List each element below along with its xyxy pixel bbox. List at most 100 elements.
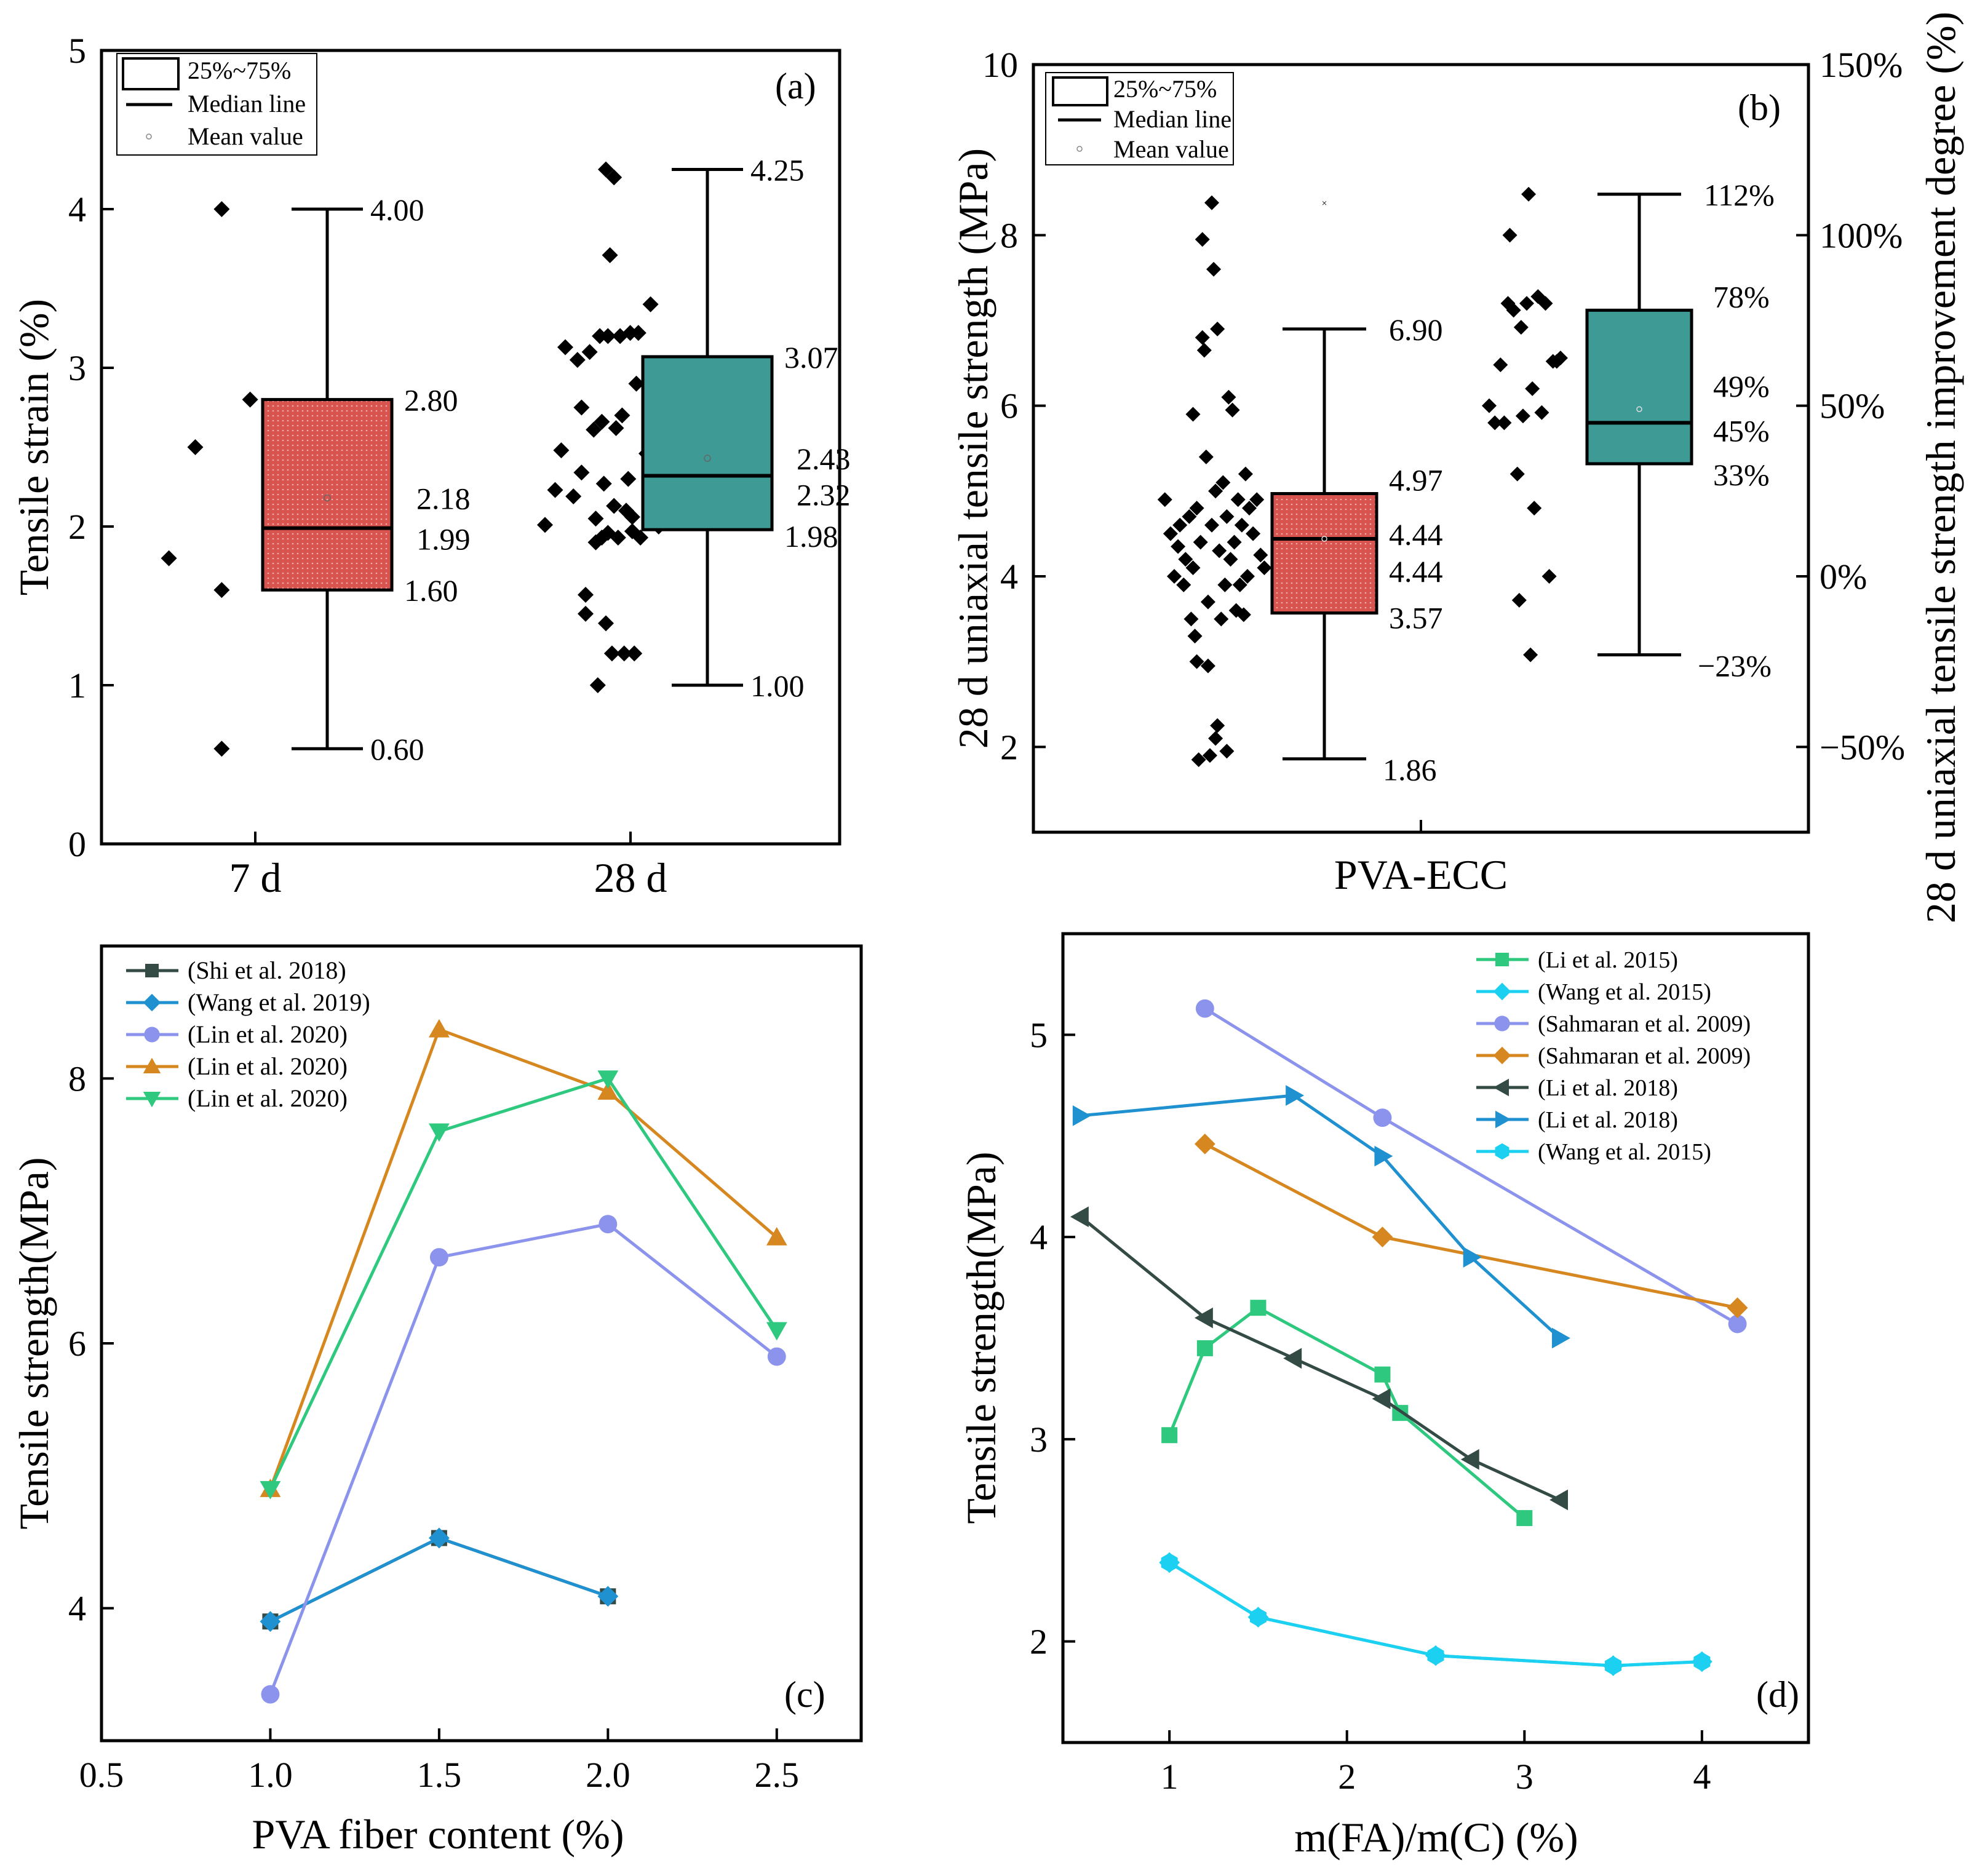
data-point-b <box>1185 407 1201 422</box>
data-point-b <box>1182 509 1197 524</box>
series-point-c <box>767 1347 786 1366</box>
data-point-b <box>1493 357 1508 373</box>
value-label-a: 4.00 <box>370 193 424 227</box>
series-point-c <box>597 1070 619 1089</box>
xtick-label-d: 4 <box>1693 1757 1711 1797</box>
series-point-d <box>1286 1085 1305 1106</box>
data-point-a <box>642 296 659 312</box>
data-point-a <box>630 325 646 341</box>
data-point-a <box>626 645 643 662</box>
data-point-b <box>1502 228 1518 243</box>
data-point-b <box>1212 543 1227 558</box>
value-label-a: 2.80 <box>404 383 458 418</box>
b-ticks: 2 4 6 8 10 −50% 0% 50% 100% 150% <box>982 45 1905 832</box>
data-point-a <box>587 511 604 527</box>
data-point-b <box>1513 320 1529 335</box>
data-point-b <box>1178 552 1193 567</box>
series-point-d <box>1372 1388 1391 1410</box>
value-label-b: 4.44 <box>1389 554 1443 589</box>
data-point-b <box>1204 195 1219 210</box>
series-point-c <box>597 1586 619 1607</box>
series-point-c <box>260 1611 281 1632</box>
box-a <box>641 355 774 531</box>
ytick-label-b: 8 <box>1000 215 1018 255</box>
legend-label-d: (Li et al. 2018) <box>1538 1075 1678 1101</box>
legend-label-c: (Wang et al. 2019) <box>188 988 370 1016</box>
series-point-d <box>1463 1247 1482 1268</box>
data-point-b <box>1204 517 1219 533</box>
y2tick-label-b: 100% <box>1820 215 1903 255</box>
value-label-a: 2.18 <box>416 482 471 516</box>
series-line-c <box>269 1027 778 1490</box>
legend-box-label-b: 25%~75% <box>1113 75 1217 103</box>
series-point-d <box>1549 1489 1568 1511</box>
legend-label-d: (Sahmaran et al. 2009) <box>1538 1011 1751 1037</box>
data-point-b <box>1506 303 1521 318</box>
xlabel-c: PVA fiber content (%) <box>252 1811 624 1858</box>
data-point-b <box>1202 748 1217 763</box>
legend-b: 25%~75% Median line Mean value <box>1045 72 1234 165</box>
data-point-b <box>1541 569 1557 584</box>
data-point-a <box>569 352 586 368</box>
data-point-a <box>598 161 614 178</box>
plot-frame-a <box>100 49 841 846</box>
ytick-label-b: 2 <box>1000 727 1018 767</box>
series-point-c <box>428 1019 450 1038</box>
data-point-a <box>614 407 630 424</box>
legend-c: (Shi et al. 2018) (Wang et al. 2019) (Lin … <box>126 956 370 1112</box>
data-point-b <box>1191 752 1206 768</box>
data-point-b <box>1236 607 1251 622</box>
series-point-d <box>1250 1300 1267 1316</box>
data-point-b <box>1189 654 1204 669</box>
series-point-c <box>766 1322 787 1341</box>
series-point-d <box>1161 1552 1178 1573</box>
data-point-a <box>547 482 563 498</box>
legend-marker-d <box>1494 1016 1510 1031</box>
xtick-label-d: 1 <box>1161 1757 1179 1797</box>
data-point-a <box>594 413 610 430</box>
legend-frame-b <box>1045 72 1234 165</box>
legend-label-c: (Lin et al. 2020) <box>188 1020 348 1048</box>
ytick-label-b: 10 <box>982 45 1018 85</box>
data-point-b <box>1210 321 1225 336</box>
data-point-b <box>1515 408 1530 424</box>
series-point-c <box>261 1685 280 1704</box>
data-point-b <box>1511 592 1527 608</box>
series-line-c <box>269 1536 609 1623</box>
series-point-c <box>766 1226 787 1246</box>
data-point-b <box>1527 501 1542 516</box>
data-point-b <box>1230 492 1246 507</box>
data-point-b <box>1163 526 1178 541</box>
series-point-d <box>1728 1314 1747 1333</box>
ylabel-b: 28 d uniaxial tensile strength (MPa) <box>950 148 996 749</box>
data-point-a <box>598 615 614 632</box>
ytick-label-a: 0 <box>68 824 86 864</box>
panel-c: 0.5 1.0 1.5 2.0 2.5 4 6 8 Tensile strength(MPa)… <box>10 944 863 1858</box>
series-point-d <box>1072 1105 1091 1126</box>
xtick-label-c: 2.5 <box>755 1755 800 1795</box>
value-label-b: 4.44 <box>1389 517 1443 552</box>
value-label-b: 78% <box>1713 279 1770 314</box>
series-line-c <box>269 1222 778 1695</box>
xtick-label-a: 7 d <box>229 854 282 901</box>
data-point-b <box>1487 415 1503 431</box>
data-point-a <box>622 325 638 341</box>
data-point-b <box>1217 577 1233 592</box>
plot-frame-d <box>1061 932 1810 1744</box>
value-label-b: 1.86 <box>1383 753 1437 787</box>
data-point-a <box>161 550 177 566</box>
legend-marker-c <box>143 1057 161 1073</box>
data-point-b <box>1242 501 1257 516</box>
data-point-b <box>1225 402 1240 418</box>
data-point-a <box>600 328 616 344</box>
data-point-a <box>537 517 553 533</box>
legend-median-label-a: Median line <box>188 90 306 117</box>
data-point-b <box>1198 449 1214 464</box>
legend-label-d: (Wang et al. 2015) <box>1538 979 1711 1005</box>
data-point-a <box>573 464 590 481</box>
ytick-label-a: 5 <box>68 31 86 71</box>
value-label-a: 0.60 <box>370 732 424 766</box>
data-point-b <box>1257 560 1272 576</box>
data-point-b <box>1200 658 1215 674</box>
